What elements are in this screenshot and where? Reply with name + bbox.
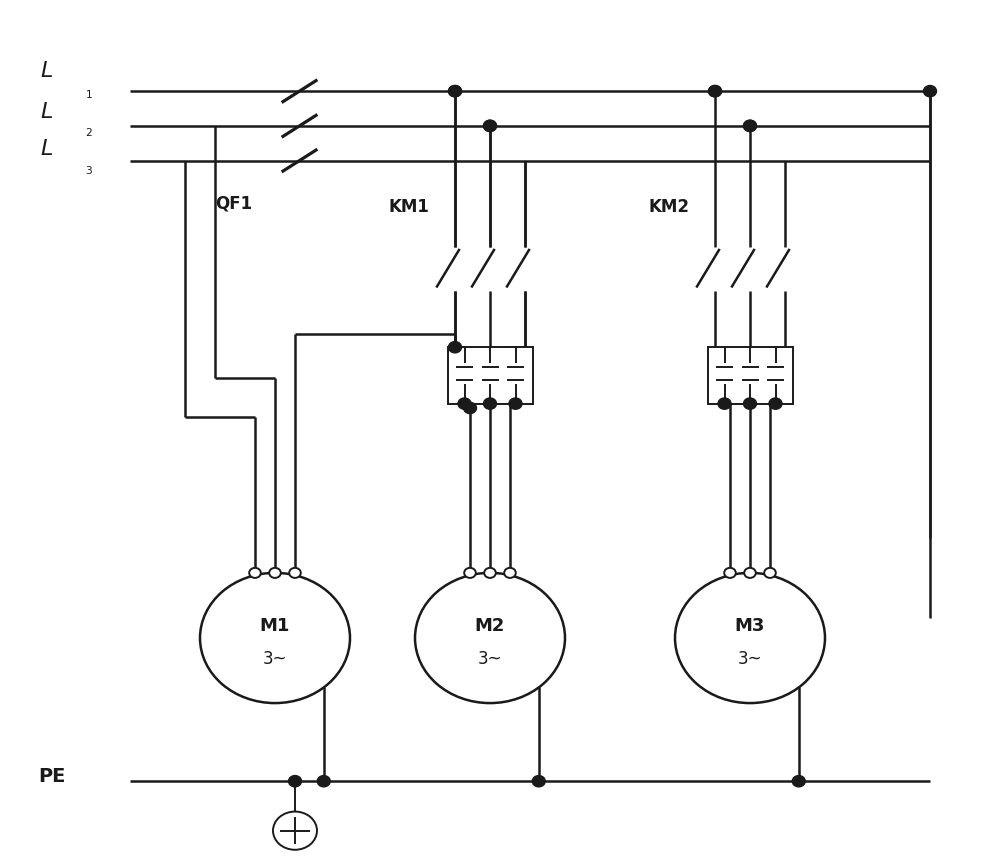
Circle shape — [924, 85, 936, 97]
Circle shape — [448, 85, 462, 97]
Text: M1: M1 — [260, 617, 290, 635]
Circle shape — [744, 568, 756, 578]
Text: $\it{L}$: $\it{L}$ — [40, 139, 53, 159]
Circle shape — [764, 568, 776, 578]
Text: QF1: QF1 — [215, 195, 252, 213]
Circle shape — [769, 398, 782, 410]
Bar — [448, 347, 532, 404]
Text: $\mathregular{_3}$: $\mathregular{_3}$ — [85, 161, 93, 177]
Text: $\it{L}$: $\it{L}$ — [40, 61, 53, 81]
Text: 3~: 3~ — [263, 650, 287, 667]
Circle shape — [724, 568, 736, 578]
Circle shape — [448, 341, 462, 353]
Circle shape — [464, 403, 477, 414]
Circle shape — [484, 398, 496, 410]
Circle shape — [504, 568, 516, 578]
Circle shape — [200, 573, 350, 703]
Bar — [708, 347, 792, 404]
Circle shape — [484, 120, 496, 132]
Circle shape — [509, 398, 522, 410]
Text: PE: PE — [38, 767, 65, 786]
Circle shape — [744, 398, 757, 410]
Circle shape — [415, 573, 565, 703]
Circle shape — [289, 568, 301, 578]
Circle shape — [708, 85, 722, 97]
Text: $\mathregular{_1}$: $\mathregular{_1}$ — [85, 86, 93, 102]
Circle shape — [273, 812, 317, 850]
Text: $\mathregular{_2}$: $\mathregular{_2}$ — [85, 124, 93, 140]
Circle shape — [317, 776, 330, 786]
Text: M2: M2 — [475, 617, 505, 635]
Circle shape — [484, 120, 496, 132]
Circle shape — [249, 568, 261, 578]
Text: KM1: KM1 — [388, 198, 429, 215]
Circle shape — [532, 776, 545, 786]
Circle shape — [718, 398, 731, 410]
Circle shape — [288, 776, 302, 786]
Circle shape — [708, 85, 722, 97]
Text: $\it{L}$: $\it{L}$ — [40, 102, 53, 122]
Circle shape — [484, 568, 496, 578]
Circle shape — [675, 573, 825, 703]
Text: 3~: 3~ — [738, 650, 762, 667]
Text: M3: M3 — [735, 617, 765, 635]
Circle shape — [464, 568, 476, 578]
Circle shape — [792, 776, 805, 786]
Circle shape — [269, 568, 281, 578]
Circle shape — [744, 120, 757, 132]
Circle shape — [744, 120, 757, 132]
Text: 3~: 3~ — [478, 650, 502, 667]
Circle shape — [458, 398, 471, 410]
Text: KM2: KM2 — [648, 198, 689, 215]
Circle shape — [448, 85, 462, 97]
